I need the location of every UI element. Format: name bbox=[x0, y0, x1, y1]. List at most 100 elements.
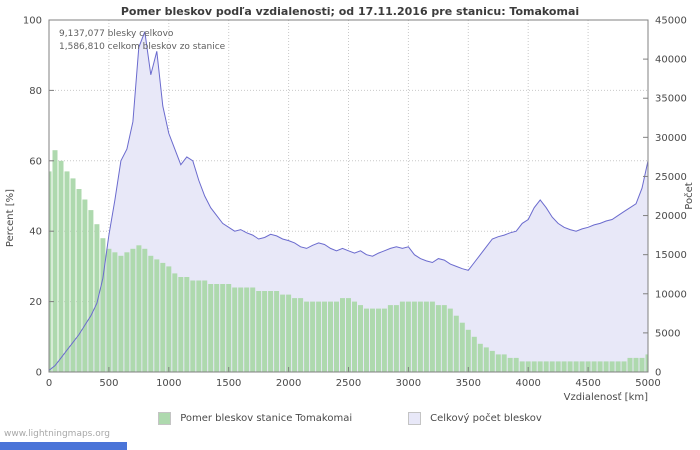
y-right-tick-label: 30000 bbox=[655, 133, 687, 144]
ratio-bar bbox=[88, 210, 94, 372]
ratio-bar bbox=[268, 291, 274, 372]
ratio-bar bbox=[190, 280, 196, 372]
y-axis-title-right: Počet bbox=[683, 182, 695, 209]
ratio-bar bbox=[142, 248, 148, 372]
x-tick-label: 500 bbox=[99, 378, 118, 389]
ratio-bar bbox=[603, 361, 609, 372]
ratio-bar bbox=[609, 361, 615, 372]
annotation-total-lightning: 9,137,077 blesky celkovo bbox=[59, 29, 174, 39]
ratio-bar bbox=[471, 336, 477, 372]
watermark-link[interactable]: www.lightningmaps.org bbox=[4, 429, 110, 439]
ratio-bar bbox=[238, 287, 244, 372]
ratio-bar bbox=[549, 361, 555, 372]
ratio-bar bbox=[519, 361, 525, 372]
ratio-bar bbox=[94, 224, 100, 372]
ratio-bar bbox=[232, 287, 238, 372]
y-right-tick-label: 20000 bbox=[655, 211, 687, 222]
ratio-bar bbox=[543, 361, 549, 372]
y-left-tick-label: 80 bbox=[29, 86, 42, 97]
ratio-bar bbox=[322, 301, 327, 372]
ratio-bar bbox=[304, 301, 310, 372]
ratio-bar bbox=[627, 357, 633, 372]
ratio-bar bbox=[459, 322, 465, 372]
ratio-bar bbox=[501, 354, 507, 372]
y-left-tick-label: 0 bbox=[36, 368, 42, 379]
ratio-bar bbox=[376, 308, 381, 372]
y-right-tick-label: 40000 bbox=[655, 55, 687, 66]
ratio-bar bbox=[393, 305, 399, 372]
y-left-tick-label: 100 bbox=[23, 16, 42, 27]
ratio-bar bbox=[70, 178, 76, 372]
ratio-bar bbox=[100, 238, 106, 372]
ratio-bar bbox=[316, 301, 322, 372]
ratio-bar bbox=[274, 291, 280, 372]
ratio-bar bbox=[423, 301, 429, 372]
ratio-bar bbox=[184, 277, 190, 372]
x-tick-label: 3000 bbox=[396, 378, 421, 389]
ratio-bar bbox=[525, 361, 531, 372]
ratio-bar bbox=[555, 361, 561, 372]
ratio-bar bbox=[196, 280, 202, 372]
ratio-bar bbox=[124, 252, 130, 372]
ratio-bar bbox=[178, 277, 184, 372]
ratio-bar bbox=[166, 266, 172, 372]
ratio-bar bbox=[405, 301, 411, 372]
ratio-bar bbox=[298, 298, 304, 372]
y-right-tick-label: 10000 bbox=[655, 289, 687, 300]
x-tick-label: 2500 bbox=[336, 378, 361, 389]
ratio-bar bbox=[429, 301, 435, 372]
y-right-tick-label: 35000 bbox=[655, 94, 687, 105]
ratio-bar bbox=[58, 160, 64, 372]
x-tick-label: 0 bbox=[46, 378, 52, 389]
ratio-bar bbox=[411, 301, 417, 372]
ratio-bar bbox=[579, 361, 585, 372]
ratio-bar bbox=[226, 284, 232, 372]
ratio-bar bbox=[489, 350, 495, 372]
ratio-bar bbox=[513, 357, 519, 372]
legend: Pomer bleskov stanice Tomakomai Celkový … bbox=[0, 412, 700, 425]
ratio-bar bbox=[112, 252, 118, 372]
ratio-bar bbox=[250, 287, 256, 372]
legend-item-total-count: Celkový počet bleskov bbox=[408, 412, 542, 425]
y-right-tick-label: 5000 bbox=[655, 328, 680, 339]
ratio-bar bbox=[262, 291, 268, 372]
ratio-bar bbox=[387, 305, 393, 372]
ratio-bar bbox=[399, 301, 405, 372]
total-count-line bbox=[49, 31, 648, 371]
ratio-bar bbox=[82, 199, 88, 372]
ratio-bar bbox=[561, 361, 567, 372]
ratio-bar bbox=[615, 361, 621, 372]
ratio-bar bbox=[435, 305, 441, 372]
ratio-bar bbox=[136, 245, 142, 372]
x-tick-label: 4500 bbox=[575, 378, 600, 389]
x-tick-label: 1000 bbox=[156, 378, 181, 389]
ratio-bar bbox=[381, 308, 387, 372]
ratio-bar bbox=[352, 301, 357, 372]
ratio-bar bbox=[118, 255, 124, 372]
ratio-bar bbox=[310, 301, 316, 372]
ratio-bar bbox=[483, 347, 489, 372]
ratio-bar bbox=[286, 294, 292, 372]
ratio-bar bbox=[106, 248, 112, 372]
ratio-bar bbox=[591, 361, 597, 372]
ratio-bar bbox=[358, 305, 363, 372]
ratio-bar bbox=[597, 361, 603, 372]
ratio-bar bbox=[441, 305, 447, 372]
ratio-bar bbox=[208, 284, 214, 372]
ratio-bar bbox=[172, 273, 178, 372]
ratio-bar bbox=[537, 361, 543, 372]
axes-layer: 0 500 1000 1500 2000 2500 3000 3500 4000 4500 5000… bbox=[23, 16, 687, 390]
ratio-bar bbox=[52, 150, 58, 372]
ratio-bar bbox=[130, 248, 136, 372]
ratio-bar bbox=[334, 301, 339, 372]
ratio-bar bbox=[507, 357, 513, 372]
y-left-tick-label: 60 bbox=[29, 156, 42, 167]
ratio-bar bbox=[645, 354, 648, 372]
x-tick-label: 5000 bbox=[635, 378, 660, 389]
ratio-bar bbox=[280, 294, 286, 372]
ratio-bar bbox=[477, 343, 483, 372]
y-axis-title-left: Percent [%] bbox=[5, 189, 16, 247]
ratio-bar bbox=[256, 291, 262, 372]
legend-label: Celkový počet bleskov bbox=[430, 413, 542, 424]
